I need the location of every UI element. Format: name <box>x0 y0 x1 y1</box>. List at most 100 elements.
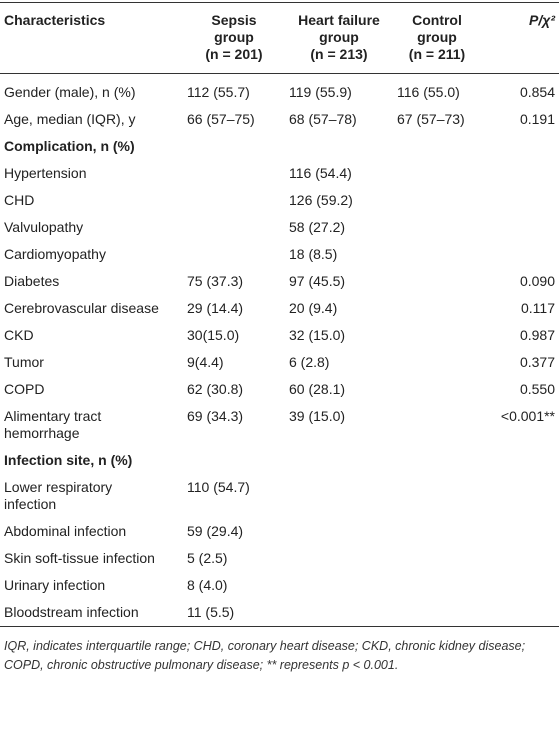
table-row: Hypertension 116 (54.4) <box>0 160 559 187</box>
cell <box>393 474 481 518</box>
cell <box>393 403 481 447</box>
cell-value: 75 (37.3) <box>187 273 244 289</box>
table-row: Valvulopathy 58 (27.2) <box>0 214 559 241</box>
cell <box>183 241 285 268</box>
table-row: Bloodstream infection 11 (5.5) <box>0 599 559 627</box>
header-cell: P/χ² <box>529 12 555 28</box>
cell <box>393 599 481 627</box>
cell-value: 58 (27.2) <box>289 219 346 235</box>
row-label: Gender (male), n (%) <box>4 84 136 100</box>
table-row: Tumor 9(4.4) 6 (2.8) 0.377 <box>0 349 559 376</box>
cell <box>393 214 481 241</box>
cell-value: 66 (57–75) <box>187 111 255 127</box>
table-row: Cardiomyopathy 18 (8.5) <box>0 241 559 268</box>
cell-value: 0.854 <box>519 84 555 100</box>
cell-value: 0.987 <box>519 327 555 343</box>
table-body: Gender (male), n (%) 112 (55.7) 119 (55.9)… <box>0 74 559 627</box>
cell <box>285 572 393 599</box>
cell-value: 0.117 <box>521 300 555 316</box>
cell <box>285 518 393 545</box>
cell: 97 (45.5) <box>285 268 393 295</box>
cell-value: 20 (9.4) <box>289 300 338 316</box>
cell-value: 0.191 <box>519 111 555 127</box>
cell <box>183 160 285 187</box>
cell <box>481 241 559 268</box>
cell: 59 (29.4) <box>183 518 285 545</box>
cell <box>393 376 481 403</box>
row-label: Cerebrovascular disease <box>4 300 159 316</box>
row-label: Cardiomyopathy <box>4 246 106 262</box>
cell-value: 68 (57–78) <box>289 111 357 127</box>
row-label: Hypertension <box>4 165 87 181</box>
cell <box>393 241 481 268</box>
cell-value: 126 (59.2) <box>289 192 353 208</box>
cell <box>285 474 393 518</box>
cell: 67 (57–73) <box>393 106 481 133</box>
section-title: Complication, n (%) <box>4 138 135 154</box>
cell-value: 62 (30.8) <box>187 381 244 397</box>
header-line: group <box>214 29 254 45</box>
cell: 20 (9.4) <box>285 295 393 322</box>
header-cell: Characteristics <box>4 12 106 28</box>
table-row: Cerebrovascular disease 29 (14.4) 20 (9.4)… <box>0 295 559 322</box>
cell: 11 (5.5) <box>183 599 285 627</box>
cell <box>481 214 559 241</box>
table-row: Skin soft-tissue infection 5 (2.5) <box>0 545 559 572</box>
table-row: CHD 126 (59.2) <box>0 187 559 214</box>
header-line: (n = 201) <box>205 46 263 62</box>
header-line: group <box>319 29 359 45</box>
row-label: Alimentary tract hemorrhage <box>4 408 102 441</box>
cell: 75 (37.3) <box>183 268 285 295</box>
cell <box>481 518 559 545</box>
cell-value: 119 (55.9) <box>289 84 352 100</box>
cell-value: 60 (28.1) <box>289 381 346 397</box>
table-row: Diabetes 75 (37.3) 97 (45.5) 0.090 <box>0 268 559 295</box>
cell <box>481 187 559 214</box>
cell: 60 (28.1) <box>285 376 393 403</box>
cell-value: 69 (34.3) <box>187 408 244 424</box>
footnote: IQR, indicates interquartile range; CHD,… <box>4 639 526 672</box>
table-row: Age, median (IQR), y 66 (57–75) 68 (57–78)… <box>0 106 559 133</box>
table-row: COPD 62 (30.8) 60 (28.1) 0.550 <box>0 376 559 403</box>
header-line: group <box>417 29 457 45</box>
cell-value: 59 (29.4) <box>187 523 244 539</box>
cell-value: 29 (14.4) <box>187 300 244 316</box>
cell: 110 (54.7) <box>183 474 285 518</box>
cell <box>393 322 481 349</box>
cell <box>393 572 481 599</box>
cell: 116 (54.4) <box>285 160 393 187</box>
cell-value: 8 (4.0) <box>187 577 228 593</box>
header-line: Heart failure <box>298 12 380 28</box>
cell-value: 9(4.4) <box>187 354 224 370</box>
cell: 30(15.0) <box>183 322 285 349</box>
cell: 0.987 <box>481 322 559 349</box>
table-row: CKD 30(15.0) 32 (15.0) 0.987 <box>0 322 559 349</box>
cell <box>393 295 481 322</box>
cell: 8 (4.0) <box>183 572 285 599</box>
row-label: Skin soft-tissue infection <box>4 550 155 566</box>
cell-value: 18 (8.5) <box>289 246 338 262</box>
row-label: Tumor <box>4 354 44 370</box>
cell-value: 11 (5.5) <box>187 604 235 620</box>
cell-value: 0.550 <box>519 381 555 397</box>
table-row: Abdominal infection 59 (29.4) <box>0 518 559 545</box>
row-label: Lower respiratory infection <box>4 479 113 512</box>
cell: 0.854 <box>481 74 559 107</box>
row-label: Urinary infection <box>4 577 106 593</box>
cell: 0.550 <box>481 376 559 403</box>
cell: 39 (15.0) <box>285 403 393 447</box>
row-label: COPD <box>4 381 45 397</box>
cell-value: <0.001** <box>500 408 555 424</box>
cell-value: 116 (55.0) <box>397 84 460 100</box>
cell: 0.117 <box>481 295 559 322</box>
cell: 0.191 <box>481 106 559 133</box>
cell: 58 (27.2) <box>285 214 393 241</box>
cell: 9(4.4) <box>183 349 285 376</box>
cell: 6 (2.8) <box>285 349 393 376</box>
row-label: CHD <box>4 192 35 208</box>
cell-value: 116 (54.4) <box>289 165 352 181</box>
cell: 126 (59.2) <box>285 187 393 214</box>
cell: 116 (55.0) <box>393 74 481 107</box>
cell: 62 (30.8) <box>183 376 285 403</box>
row-label: Abdominal infection <box>4 523 127 539</box>
